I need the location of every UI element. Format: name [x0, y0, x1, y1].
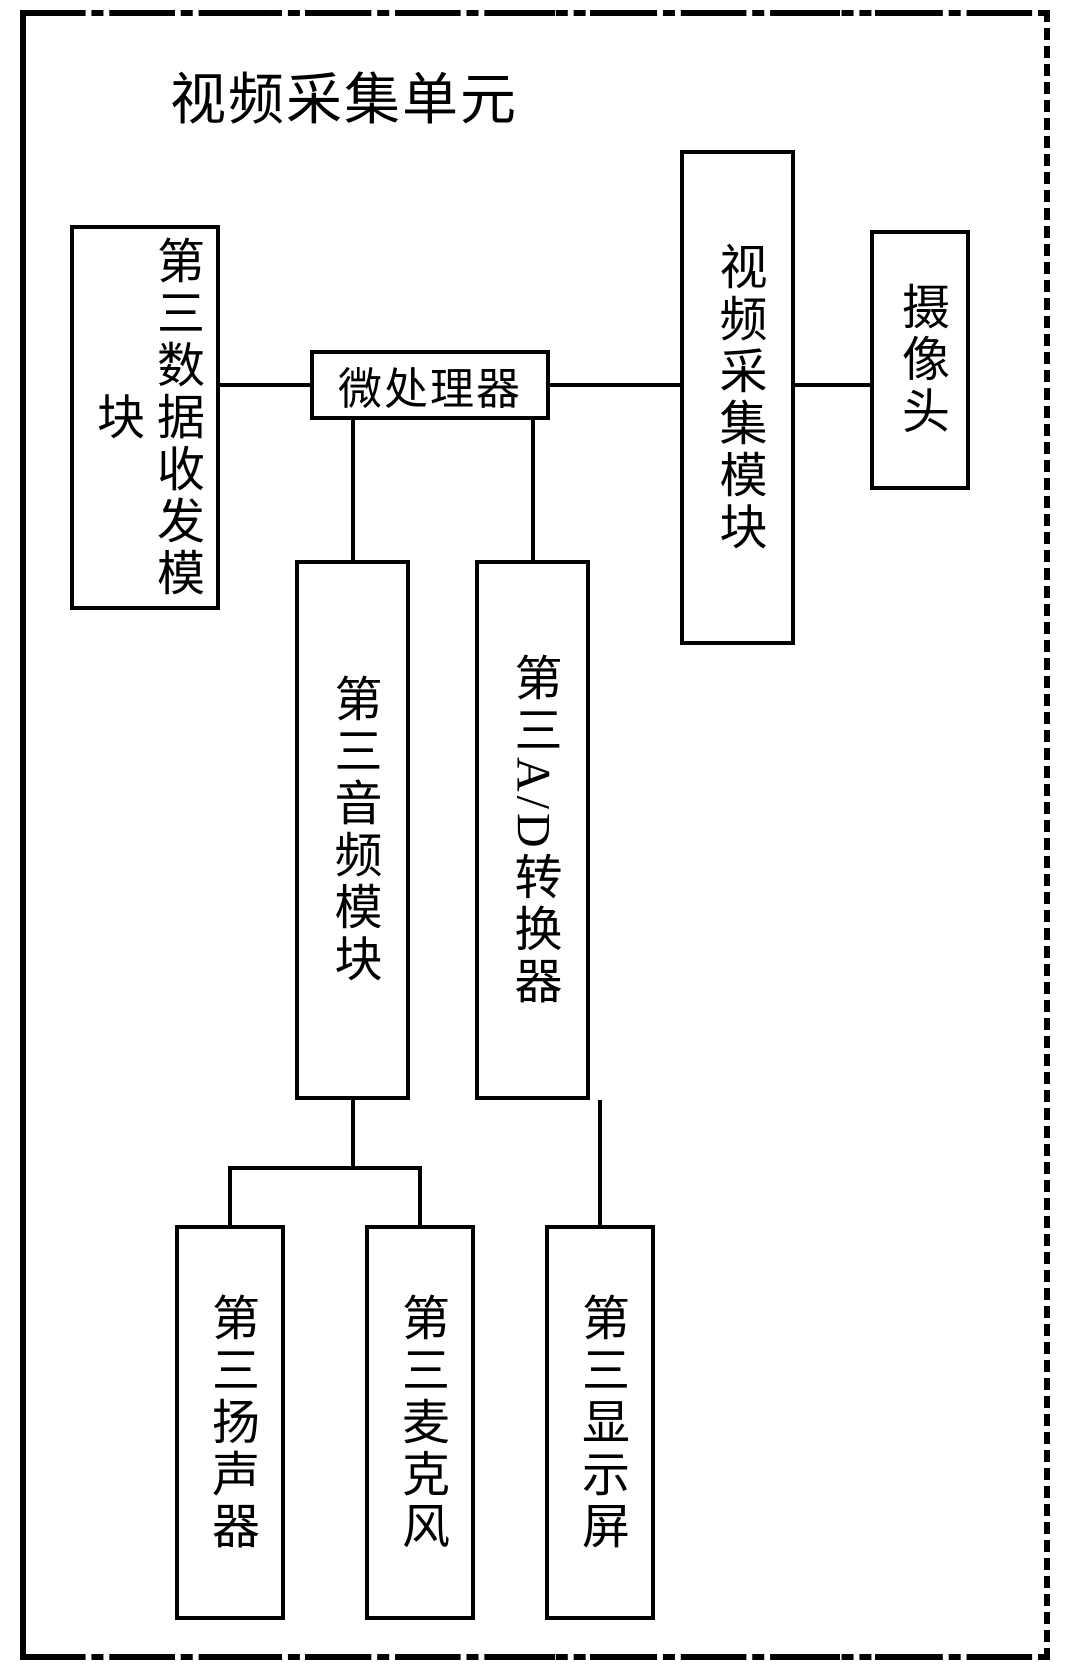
- edge-adc-display: [598, 1100, 602, 1227]
- node-camera: 摄像头: [870, 230, 970, 490]
- node-display: 第三显示屏: [545, 1225, 655, 1620]
- edge-processor-adc: [531, 420, 535, 562]
- label-display: 第三显示屏: [570, 1293, 630, 1553]
- label-mic: 第三麦克风: [390, 1293, 450, 1553]
- edge-videocapture-camera: [795, 383, 872, 387]
- label-audio: 第三音频模块: [323, 674, 383, 986]
- edge-transceiver-processor: [220, 383, 312, 387]
- node-adc: 第三A/D转换器: [475, 560, 590, 1100]
- edge-processor-audio: [351, 420, 355, 562]
- edge-processor-videocapture: [550, 383, 682, 387]
- label-processor: 微处理器: [338, 353, 522, 417]
- label-camera: 摄像头: [890, 282, 950, 438]
- node-transceiver: 第三数据收发模块: [70, 225, 220, 610]
- diagram-title: 视频采集单元: [170, 55, 518, 136]
- edge-audio-hsplit: [228, 1166, 422, 1170]
- node-audio: 第三音频模块: [295, 560, 410, 1100]
- edge-audio-down: [351, 1100, 355, 1168]
- node-mic: 第三麦克风: [365, 1225, 475, 1620]
- node-speaker: 第三扬声器: [175, 1225, 285, 1620]
- label-video-capture: 视频采集模块: [708, 242, 768, 554]
- edge-to-speaker: [228, 1166, 232, 1227]
- diagram-canvas: 视频采集单元 第三数据收发模块 微处理器 视频采集模块 摄像头 第三音频模块 第…: [0, 0, 1071, 1675]
- edge-to-mic: [418, 1166, 422, 1227]
- label-transceiver: 第三数据收发模块: [85, 229, 205, 606]
- label-speaker: 第三扬声器: [200, 1293, 260, 1553]
- node-video-capture: 视频采集模块: [680, 150, 795, 645]
- label-adc: 第三A/D转换器: [503, 653, 563, 1008]
- node-processor: 微处理器: [310, 350, 550, 420]
